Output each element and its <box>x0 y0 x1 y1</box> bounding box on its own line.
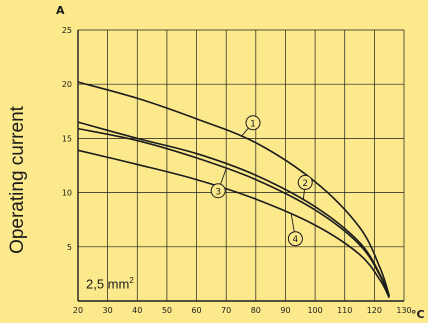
x-axis-unit: °C <box>411 308 425 321</box>
x-tick-label: 110 <box>337 306 352 315</box>
series-marker-circle <box>287 231 303 247</box>
cross-section-value: 2,5 mm <box>86 276 130 292</box>
cross-section-exponent: 2 <box>129 276 134 285</box>
series-line-1 <box>77 81 390 296</box>
y-axis-label-container: Operating current <box>0 60 36 300</box>
x-tick-label: 120 <box>367 306 382 315</box>
y-tick-label: 5 <box>67 243 72 252</box>
x-tick-label: 90 <box>280 306 290 315</box>
x-tick-label: 20 <box>73 306 83 315</box>
series-line-3 <box>77 127 390 297</box>
y-tick-label: 25 <box>62 26 72 35</box>
series-line-2 <box>77 121 390 297</box>
x-tick-label: 40 <box>132 306 142 315</box>
series-marker-circle <box>245 115 261 131</box>
x-tick-label: 80 <box>251 306 261 315</box>
series-marker-label: 4 <box>293 235 299 245</box>
x-tick-label: 130 <box>396 306 411 315</box>
y-tick-label: 15 <box>62 134 72 143</box>
x-tick-label: 70 <box>221 306 231 315</box>
series-marker-label: 1 <box>250 119 256 129</box>
series-marker-circle <box>210 183 226 199</box>
series-marker-circle <box>297 174 313 190</box>
series-marker-label: 3 <box>215 187 221 197</box>
y-tick-label: 10 <box>62 189 72 198</box>
y-tick-label: 20 <box>62 80 72 89</box>
cross-section-annotation: 2,5 mm2 <box>86 276 134 291</box>
x-tick-label: 100 <box>307 306 322 315</box>
series-line-4 <box>77 149 390 299</box>
series-marker-label: 2 <box>302 179 308 189</box>
x-tick-label: 30 <box>103 306 113 315</box>
x-tick-label: 60 <box>191 306 201 315</box>
y-axis-label: Operating current <box>7 106 28 254</box>
y-axis-unit: A <box>56 4 65 17</box>
x-tick-label: 50 <box>162 306 172 315</box>
